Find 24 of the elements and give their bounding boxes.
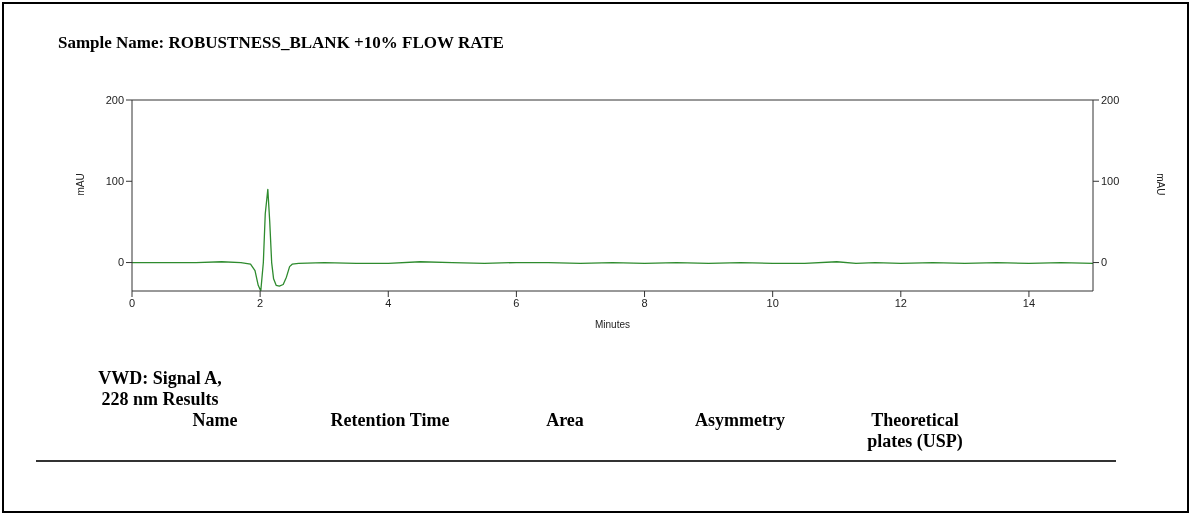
text: VWD: Signal A, 228 nm Results: [97, 368, 223, 410]
text: Theoretical plates (USP): [866, 410, 964, 452]
x-tick-label: 4: [385, 296, 392, 309]
y2-axis-title: mAU: [1155, 173, 1167, 196]
x-tick-label: 8: [641, 296, 648, 309]
y-tick-label: 0: [117, 256, 124, 269]
y2-tick-label: 200: [1101, 93, 1120, 106]
x-axis-title: Minutes: [594, 319, 631, 330]
x-tick-label: 10: [766, 296, 779, 309]
x-tick-label: 2: [257, 296, 264, 309]
y2-tick-label: 100: [1101, 175, 1120, 188]
x-tick-label: 14: [1022, 296, 1036, 309]
y2-tick-label: 0: [1101, 256, 1108, 269]
y-tick-label: 200: [105, 93, 124, 106]
x-tick-label: 12: [894, 296, 907, 309]
x-tick-label: 6: [513, 296, 520, 309]
text: Retention Time: [329, 410, 451, 431]
text: Asymmetry: [694, 410, 786, 431]
x-tick-label: 0: [128, 296, 136, 309]
y-tick-label: 100: [105, 175, 124, 188]
chart-title: Sample Name: ROBUSTNESS_BLANK +10% FLOW RATE: [58, 33, 504, 53]
text: Area: [545, 410, 585, 431]
y-axis-title: mAU: [74, 173, 86, 196]
text: Name: [191, 410, 239, 431]
